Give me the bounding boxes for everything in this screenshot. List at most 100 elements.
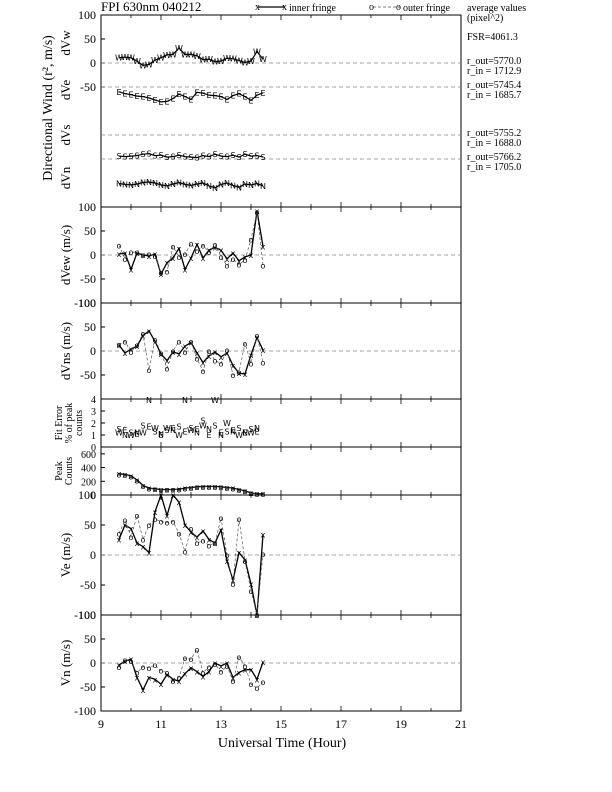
panel-peak_counts-series-outer-fringe xyxy=(118,474,263,495)
panel-directional_wind-point: E xyxy=(260,89,265,98)
panel-dVew-point: x xyxy=(195,240,200,249)
panel-directional_wind-point: N xyxy=(182,180,188,189)
panel-Ve-point: o xyxy=(201,537,206,546)
panel-fit_error-point: S xyxy=(188,424,193,433)
panel-directional_wind-point: S xyxy=(134,152,139,161)
panel-directional_wind-point: W xyxy=(169,50,177,59)
panel-peak_counts-ytick-label: 0 xyxy=(91,491,96,502)
panel-directional_wind-point: E xyxy=(188,95,193,104)
panel-dVew-point: x xyxy=(231,249,236,258)
panel-directional_wind-point: N xyxy=(152,179,158,188)
panel-Ve-point: x xyxy=(207,535,212,544)
panel-directional_wind-point: W xyxy=(115,54,123,63)
panel-Vn-ytick-label: 100 xyxy=(78,608,96,622)
panel-fit_error-point: N xyxy=(206,425,212,434)
panel-directional_wind-point: S xyxy=(140,150,145,159)
panel-dVns-point: o xyxy=(243,339,248,348)
panel-dVew-point: x xyxy=(159,270,164,279)
panel-dVns-series-outer-fringe xyxy=(118,332,264,376)
panel-Ve-point: o xyxy=(183,547,188,556)
panel-directional_wind-point: S xyxy=(116,152,121,161)
panel-peak_counts-point: x xyxy=(207,482,212,491)
panel-Ve-point: x xyxy=(237,549,242,558)
panel-directional_wind-ytick-label: 0 xyxy=(90,56,96,70)
panel-directional_wind-point: W xyxy=(241,59,249,68)
panel-directional_wind-point: S xyxy=(146,150,151,159)
panel-directional_wind-point: E xyxy=(254,91,259,100)
panel-fit_error-point: W xyxy=(199,421,207,430)
panel-Ve-point: o xyxy=(207,541,212,550)
panel-dVns-point: x xyxy=(117,341,122,350)
figure-title: FPI 630nm 040212 xyxy=(101,0,201,14)
avg-row-4-out: r_out=5766.2 xyxy=(467,152,521,163)
panel-fit_error-point: N xyxy=(134,429,140,438)
panel-dVew-ytick-label: 100 xyxy=(78,200,96,214)
panel-dVew-point: x xyxy=(135,249,140,258)
panel-fit_error-point: E xyxy=(206,431,211,440)
legend: x x inner fringe o o outer fringe xyxy=(255,2,450,14)
panel-dVew-point: x xyxy=(123,249,128,258)
panel-fit_error-point: N xyxy=(122,431,128,440)
panel-Ve-point: o xyxy=(219,514,224,523)
avg-row-4-in: r_in = 1705.0 xyxy=(467,162,521,173)
panel-dVew-point: x xyxy=(261,242,266,251)
panel-directional_wind-point: W xyxy=(121,53,129,62)
panel-peak_counts-point: o xyxy=(213,483,218,492)
panel-Vn-point: o xyxy=(141,663,146,672)
panel-directional_wind-point: W xyxy=(145,60,153,69)
panel-Ve-point: o xyxy=(225,551,230,560)
panel-fit_error-point: S xyxy=(176,423,181,432)
panel-dVew-point: x xyxy=(189,254,194,263)
panel-Vn-point: o xyxy=(123,656,128,665)
panel-directional_wind-series-N xyxy=(118,181,264,189)
panel-Vn-point: x xyxy=(183,670,188,679)
panel-dVns-point: x xyxy=(225,349,230,358)
panel-peak_counts-point: o xyxy=(183,484,188,493)
panel-directional_wind-point: W xyxy=(187,50,195,59)
panel-directional_wind-point: N xyxy=(128,181,134,190)
panel-Ve-point: o xyxy=(177,529,182,538)
panel-dVns-point: x xyxy=(171,348,176,357)
panel-dVew-point: x xyxy=(255,207,260,216)
panel-dVew-point: x xyxy=(243,253,248,262)
x-axis-title: Universal Time (Hour) xyxy=(218,736,347,751)
panel-fit_error-point: E xyxy=(194,425,199,434)
panel-dVew-point: x xyxy=(219,246,224,255)
panel-dVns-point: o xyxy=(147,366,152,375)
panel-peak_counts-point: x xyxy=(261,490,266,499)
panel-dVns-point: x xyxy=(213,348,218,357)
panel-fit_error-point: E xyxy=(230,426,235,435)
panel-dVew-point: o xyxy=(147,250,152,259)
panel-directional_wind-point: S xyxy=(194,154,199,163)
panel-Vn-point: x xyxy=(219,662,224,671)
panel-directional_wind-point: E xyxy=(194,88,199,97)
panel-fit_error-point: N xyxy=(242,429,248,438)
panel-dVew-point: o xyxy=(243,256,248,265)
panel-directional_wind-point: S xyxy=(164,153,169,162)
panel-Vn-point: x xyxy=(237,669,242,678)
panel-directional_wind-point: N xyxy=(158,181,164,190)
panel-Vn-point: x xyxy=(213,659,218,668)
panel-directional_wind-point: S xyxy=(152,152,157,161)
panel-Ve-point: o xyxy=(135,511,140,520)
panel-Ve-point: o xyxy=(117,529,122,538)
panel-dVns-point: o xyxy=(135,341,140,350)
panel-directional_wind-point: N xyxy=(212,184,218,193)
panel-dVns-point: x xyxy=(147,327,152,336)
panel-Vn-point: x xyxy=(243,666,248,675)
panel-dVns-point: o xyxy=(201,367,206,376)
panel-peak_counts-point: o xyxy=(249,489,254,498)
panel-fit_error-point: W xyxy=(187,426,195,435)
panel-directional_wind-point: W xyxy=(151,56,159,65)
panel-dVns-point: o xyxy=(117,340,122,349)
panel-directional_wind-point: N xyxy=(170,180,176,189)
panel-dVew-point: x xyxy=(201,254,206,263)
panel-Ve-point: x xyxy=(147,549,152,558)
panel-Vn-point: x xyxy=(159,680,164,689)
panel-dVns-frame xyxy=(100,302,462,400)
legend-inner-label: inner fringe xyxy=(289,3,336,14)
panel-Vn-ylabel: Vn (m/s) xyxy=(58,640,73,687)
panel-directional_wind-point: W xyxy=(133,57,141,66)
panel-dVns-point: o xyxy=(207,347,212,356)
panel-directional_wind-series-S xyxy=(118,153,264,159)
